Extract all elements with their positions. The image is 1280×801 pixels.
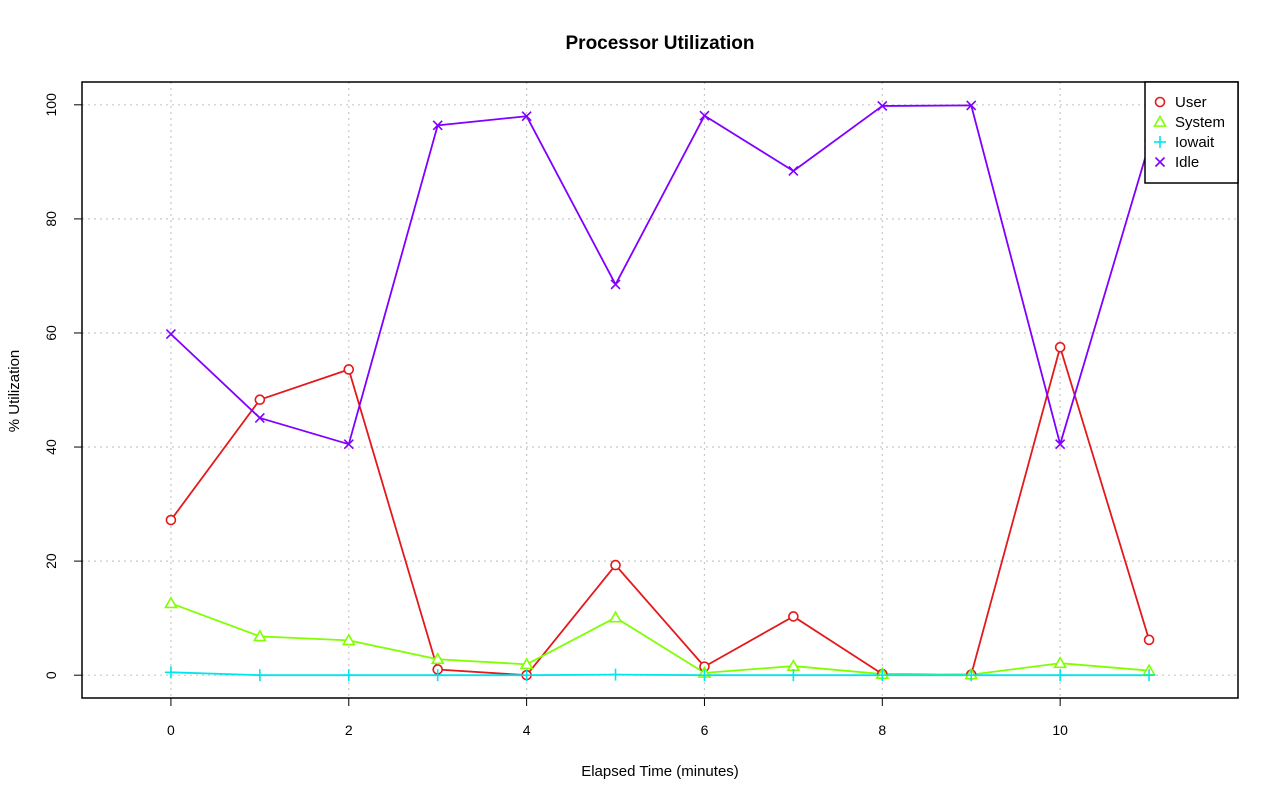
data-point-system — [519, 657, 534, 670]
data-point-system — [341, 633, 356, 646]
data-point-system — [252, 629, 267, 642]
series-lines — [170, 104, 1150, 677]
data-point-idle — [877, 100, 888, 112]
x-tick-label: 4 — [523, 722, 531, 738]
data-point-idle — [1055, 439, 1066, 450]
data-point-iowait — [431, 669, 444, 682]
data-point-idle-b — [1055, 439, 1066, 450]
y-axis: 0 20 40 60 80 100 — [43, 93, 83, 679]
data-point-iowait — [1143, 669, 1156, 682]
x-tick-label: 8 — [878, 722, 886, 738]
data-point-idle — [521, 111, 532, 122]
data-point-iowait — [1054, 669, 1067, 682]
chart-title: Processor Utilization — [566, 33, 755, 54]
data-point-iowait — [253, 669, 266, 682]
series-line-system — [170, 602, 1150, 676]
data-point-system — [164, 596, 178, 609]
data-point-iowait — [520, 669, 533, 682]
data-point-idle-b — [610, 279, 621, 290]
legend-label-user: User — [1175, 94, 1207, 111]
y-tick-label: 40 — [43, 439, 59, 455]
legend-label-iowait: Iowait — [1175, 134, 1215, 151]
legend-marker-idle — [1154, 156, 1166, 168]
x-tick-label: 2 — [345, 722, 353, 738]
y-tick-label: 60 — [43, 325, 59, 341]
x-tick-label: 6 — [701, 722, 709, 738]
data-point-idle — [165, 329, 176, 340]
data-point-idle — [610, 279, 621, 290]
data-point-user — [254, 394, 266, 405]
data-point-user — [1054, 341, 1066, 353]
data-point-iowait — [342, 669, 355, 682]
data-point-system — [786, 658, 801, 671]
y-tick-label: 80 — [43, 211, 59, 227]
y-axis-label: % Utilization — [6, 350, 23, 433]
data-point-system — [608, 610, 623, 623]
data-point-iowait — [164, 666, 177, 679]
data-point-idle-b — [432, 120, 443, 131]
grid-lines — [82, 82, 1238, 698]
legend-marker-idle-b — [1154, 156, 1166, 168]
y-tick-label: 100 — [43, 93, 59, 117]
y-tick-label: 20 — [43, 553, 59, 569]
data-point-user — [165, 514, 177, 526]
data-point-idle-b — [877, 100, 888, 112]
data-point-idle-b — [521, 111, 532, 122]
data-markers — [164, 100, 1156, 682]
legend-marker-system — [1153, 114, 1167, 127]
data-point-system — [1053, 656, 1068, 669]
data-point-idle-b — [165, 329, 176, 340]
data-point-idle — [966, 100, 977, 111]
legend-marker-iowait — [1154, 136, 1166, 148]
data-point-idle-b — [254, 412, 265, 424]
data-point-idle — [432, 120, 443, 131]
data-point-idle-b — [966, 100, 977, 111]
data-point-user — [610, 559, 621, 571]
legend-label-system: System — [1175, 114, 1225, 131]
data-point-idle-b — [343, 439, 354, 450]
x-tick-label: 0 — [167, 722, 175, 738]
series-line-user — [170, 346, 1150, 677]
data-point-iowait — [698, 669, 711, 682]
x-axis-label: Elapsed Time (minutes) — [581, 763, 739, 780]
data-point-iowait — [609, 668, 622, 681]
data-point-iowait — [876, 669, 889, 682]
data-point-idle — [788, 165, 799, 177]
data-point-idle — [343, 439, 354, 450]
data-point-system — [430, 652, 445, 665]
data-point-iowait — [787, 669, 800, 682]
legend-label-idle: Idle — [1175, 154, 1199, 171]
plot-frame — [81, 81, 1239, 699]
data-point-idle — [254, 412, 265, 424]
series-line-idle — [170, 104, 1150, 446]
data-point-iowait — [965, 669, 978, 682]
x-axis: 0 2 4 6 8 10 — [167, 697, 1068, 738]
data-point-idle-b — [788, 165, 799, 177]
y-tick-label: 0 — [43, 671, 59, 679]
legend: User System Iowait Idle — [1144, 81, 1239, 184]
data-point-user — [343, 364, 355, 375]
series-line-iowait — [170, 671, 1150, 677]
legend-marker-user — [1154, 96, 1166, 108]
x-tick-label: 10 — [1052, 722, 1068, 738]
data-point-idle-b — [699, 110, 710, 121]
data-point-idle — [699, 110, 710, 121]
data-point-user — [788, 611, 799, 622]
data-point-user — [1143, 634, 1155, 646]
